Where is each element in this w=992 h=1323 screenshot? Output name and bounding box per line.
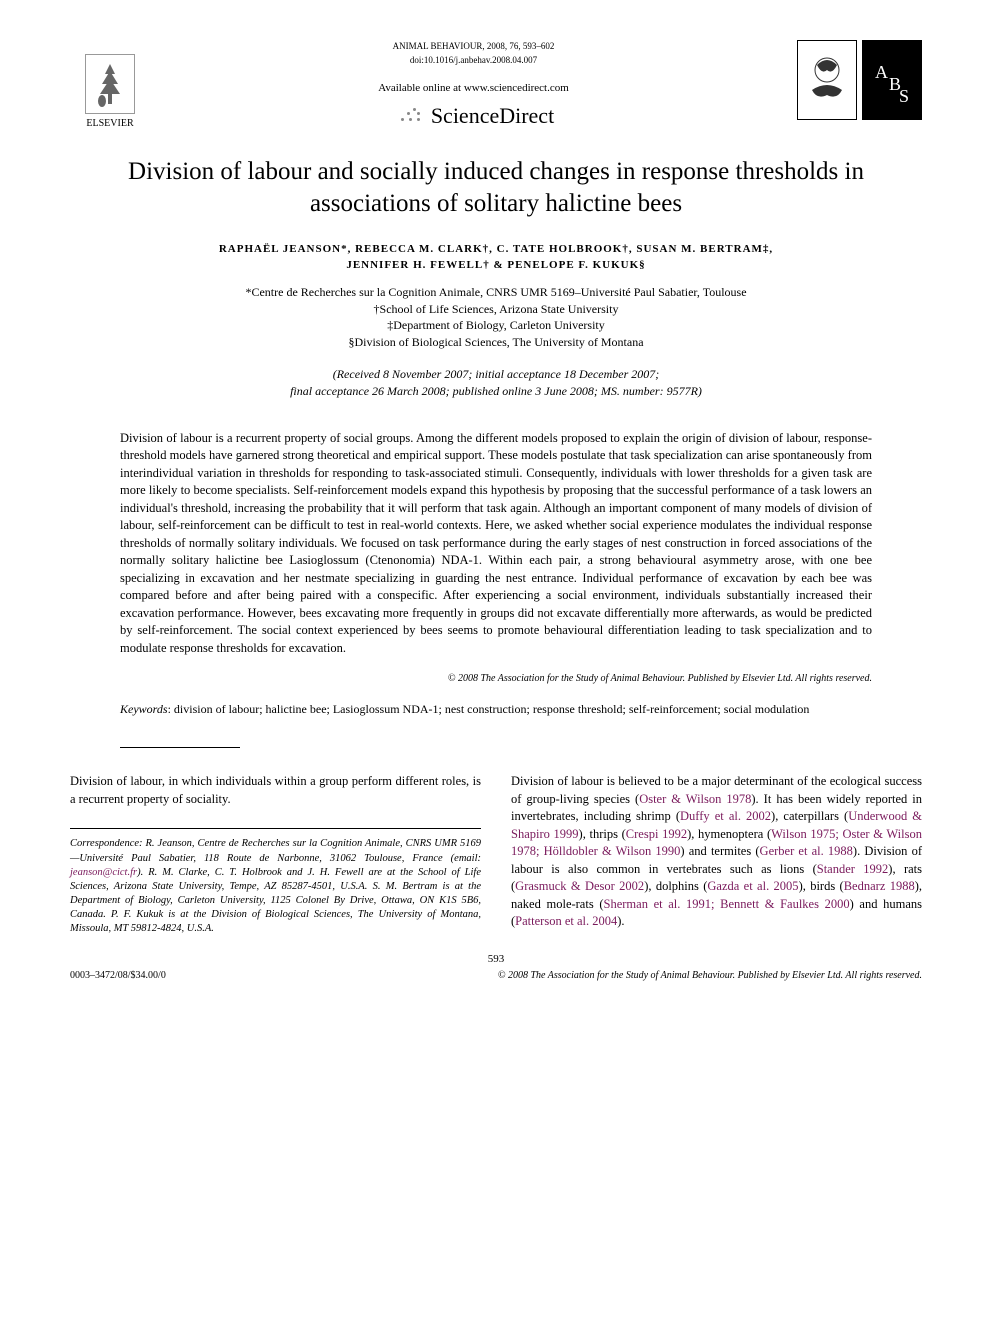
body-columns: Division of labour, in which individuals…	[70, 773, 922, 936]
society-logo-1	[797, 40, 857, 120]
reference-link[interactable]: Sherman et al. 1991; Bennett & Faulkes 2…	[604, 897, 850, 911]
sciencedirect-dots-icon	[393, 106, 423, 126]
sciencedirect-text: ScienceDirect	[431, 101, 554, 131]
elsevier-logo: ELSEVIER	[70, 40, 150, 130]
svg-text:S: S	[899, 86, 909, 106]
sciencedirect-logo: ScienceDirect	[165, 101, 782, 131]
correspondence-text-a: Correspondence: R. Jeanson, Centre de Re…	[70, 838, 481, 863]
body-para-2: Division of labour is believed to be a m…	[511, 773, 922, 931]
affiliation-1: *Centre de Recherches sur la Cognition A…	[70, 284, 922, 301]
keywords-text: : division of labour; halictine bee; Las…	[168, 702, 810, 716]
journal-reference: ANIMAL BEHAVIOUR, 2008, 76, 593–602	[165, 40, 782, 52]
reference-link[interactable]: Patterson et al. 2004	[515, 914, 617, 928]
elsevier-tree-icon	[85, 54, 135, 114]
affiliation-2: †School of Life Sciences, Arizona State …	[70, 301, 922, 318]
authors-line-2: JENNIFER H. FEWELL† & PENELOPE F. KUKUK§	[70, 257, 922, 274]
right-column: Division of labour is believed to be a m…	[511, 773, 922, 936]
svg-text:A: A	[875, 62, 888, 82]
page-number: 593	[70, 952, 922, 967]
reference-link[interactable]: Stander 1992	[817, 862, 889, 876]
section-divider	[120, 747, 240, 748]
footer-right: © 2008 The Association for the Study of …	[498, 969, 922, 983]
keywords-label: Keywords	[120, 702, 168, 716]
society-logo-2: A B S	[862, 40, 922, 120]
abstract: Division of labour is a recurrent proper…	[120, 430, 872, 658]
reference-link[interactable]: Grasmuck & Desor 2002	[515, 879, 644, 893]
keywords: Keywords: division of labour; halictine …	[120, 701, 872, 718]
header-center: ANIMAL BEHAVIOUR, 2008, 76, 593–602 doi:…	[150, 40, 797, 131]
footer: 0003–3472/08/$34.00/0 © 2008 The Associa…	[70, 969, 922, 983]
affiliations: *Centre de Recherches sur la Cognition A…	[70, 284, 922, 351]
affiliation-3: ‡Department of Biology, Carleton Univers…	[70, 317, 922, 334]
correspondence-email[interactable]: jeanson@cict.fr	[70, 867, 137, 878]
reference-link[interactable]: Oster & Wilson 1978	[639, 792, 751, 806]
correspondence-divider	[70, 828, 481, 829]
body-para-1: Division of labour, in which individuals…	[70, 773, 481, 808]
reference-link[interactable]: Bednarz 1988	[844, 879, 915, 893]
dates-line-2: final acceptance 26 March 2008; publishe…	[70, 383, 922, 400]
reference-link[interactable]: Gerber et al. 1988	[760, 844, 853, 858]
reference-link[interactable]: Gazda et al. 2005	[707, 879, 798, 893]
authors: RAPHAËL JEANSON*, REBECCA M. CLARK†, C. …	[70, 241, 922, 274]
left-column: Division of labour, in which individuals…	[70, 773, 481, 936]
doi: doi:10.1016/j.anbehav.2008.04.007	[165, 54, 782, 66]
copyright-abstract: © 2008 The Association for the Study of …	[120, 672, 872, 686]
authors-line-1: RAPHAËL JEANSON*, REBECCA M. CLARK†, C. …	[70, 241, 922, 258]
affiliation-4: §Division of Biological Sciences, The Un…	[70, 334, 922, 351]
dates-line-1: (Received 8 November 2007; initial accep…	[70, 366, 922, 383]
right-logos: A B S	[797, 40, 922, 120]
reference-link[interactable]: Duffy et al. 2002	[680, 809, 771, 823]
article-title: Division of labour and socially induced …	[90, 156, 902, 221]
correspondence: Correspondence: R. Jeanson, Centre de Re…	[70, 837, 481, 936]
submission-dates: (Received 8 November 2007; initial accep…	[70, 366, 922, 400]
elsevier-label: ELSEVIER	[86, 117, 133, 131]
reference-link[interactable]: Crespi 1992	[626, 827, 687, 841]
header-row: ELSEVIER ANIMAL BEHAVIOUR, 2008, 76, 593…	[70, 40, 922, 131]
available-online-text: Available online at www.sciencedirect.co…	[165, 81, 782, 96]
footer-left: 0003–3472/08/$34.00/0	[70, 969, 166, 983]
